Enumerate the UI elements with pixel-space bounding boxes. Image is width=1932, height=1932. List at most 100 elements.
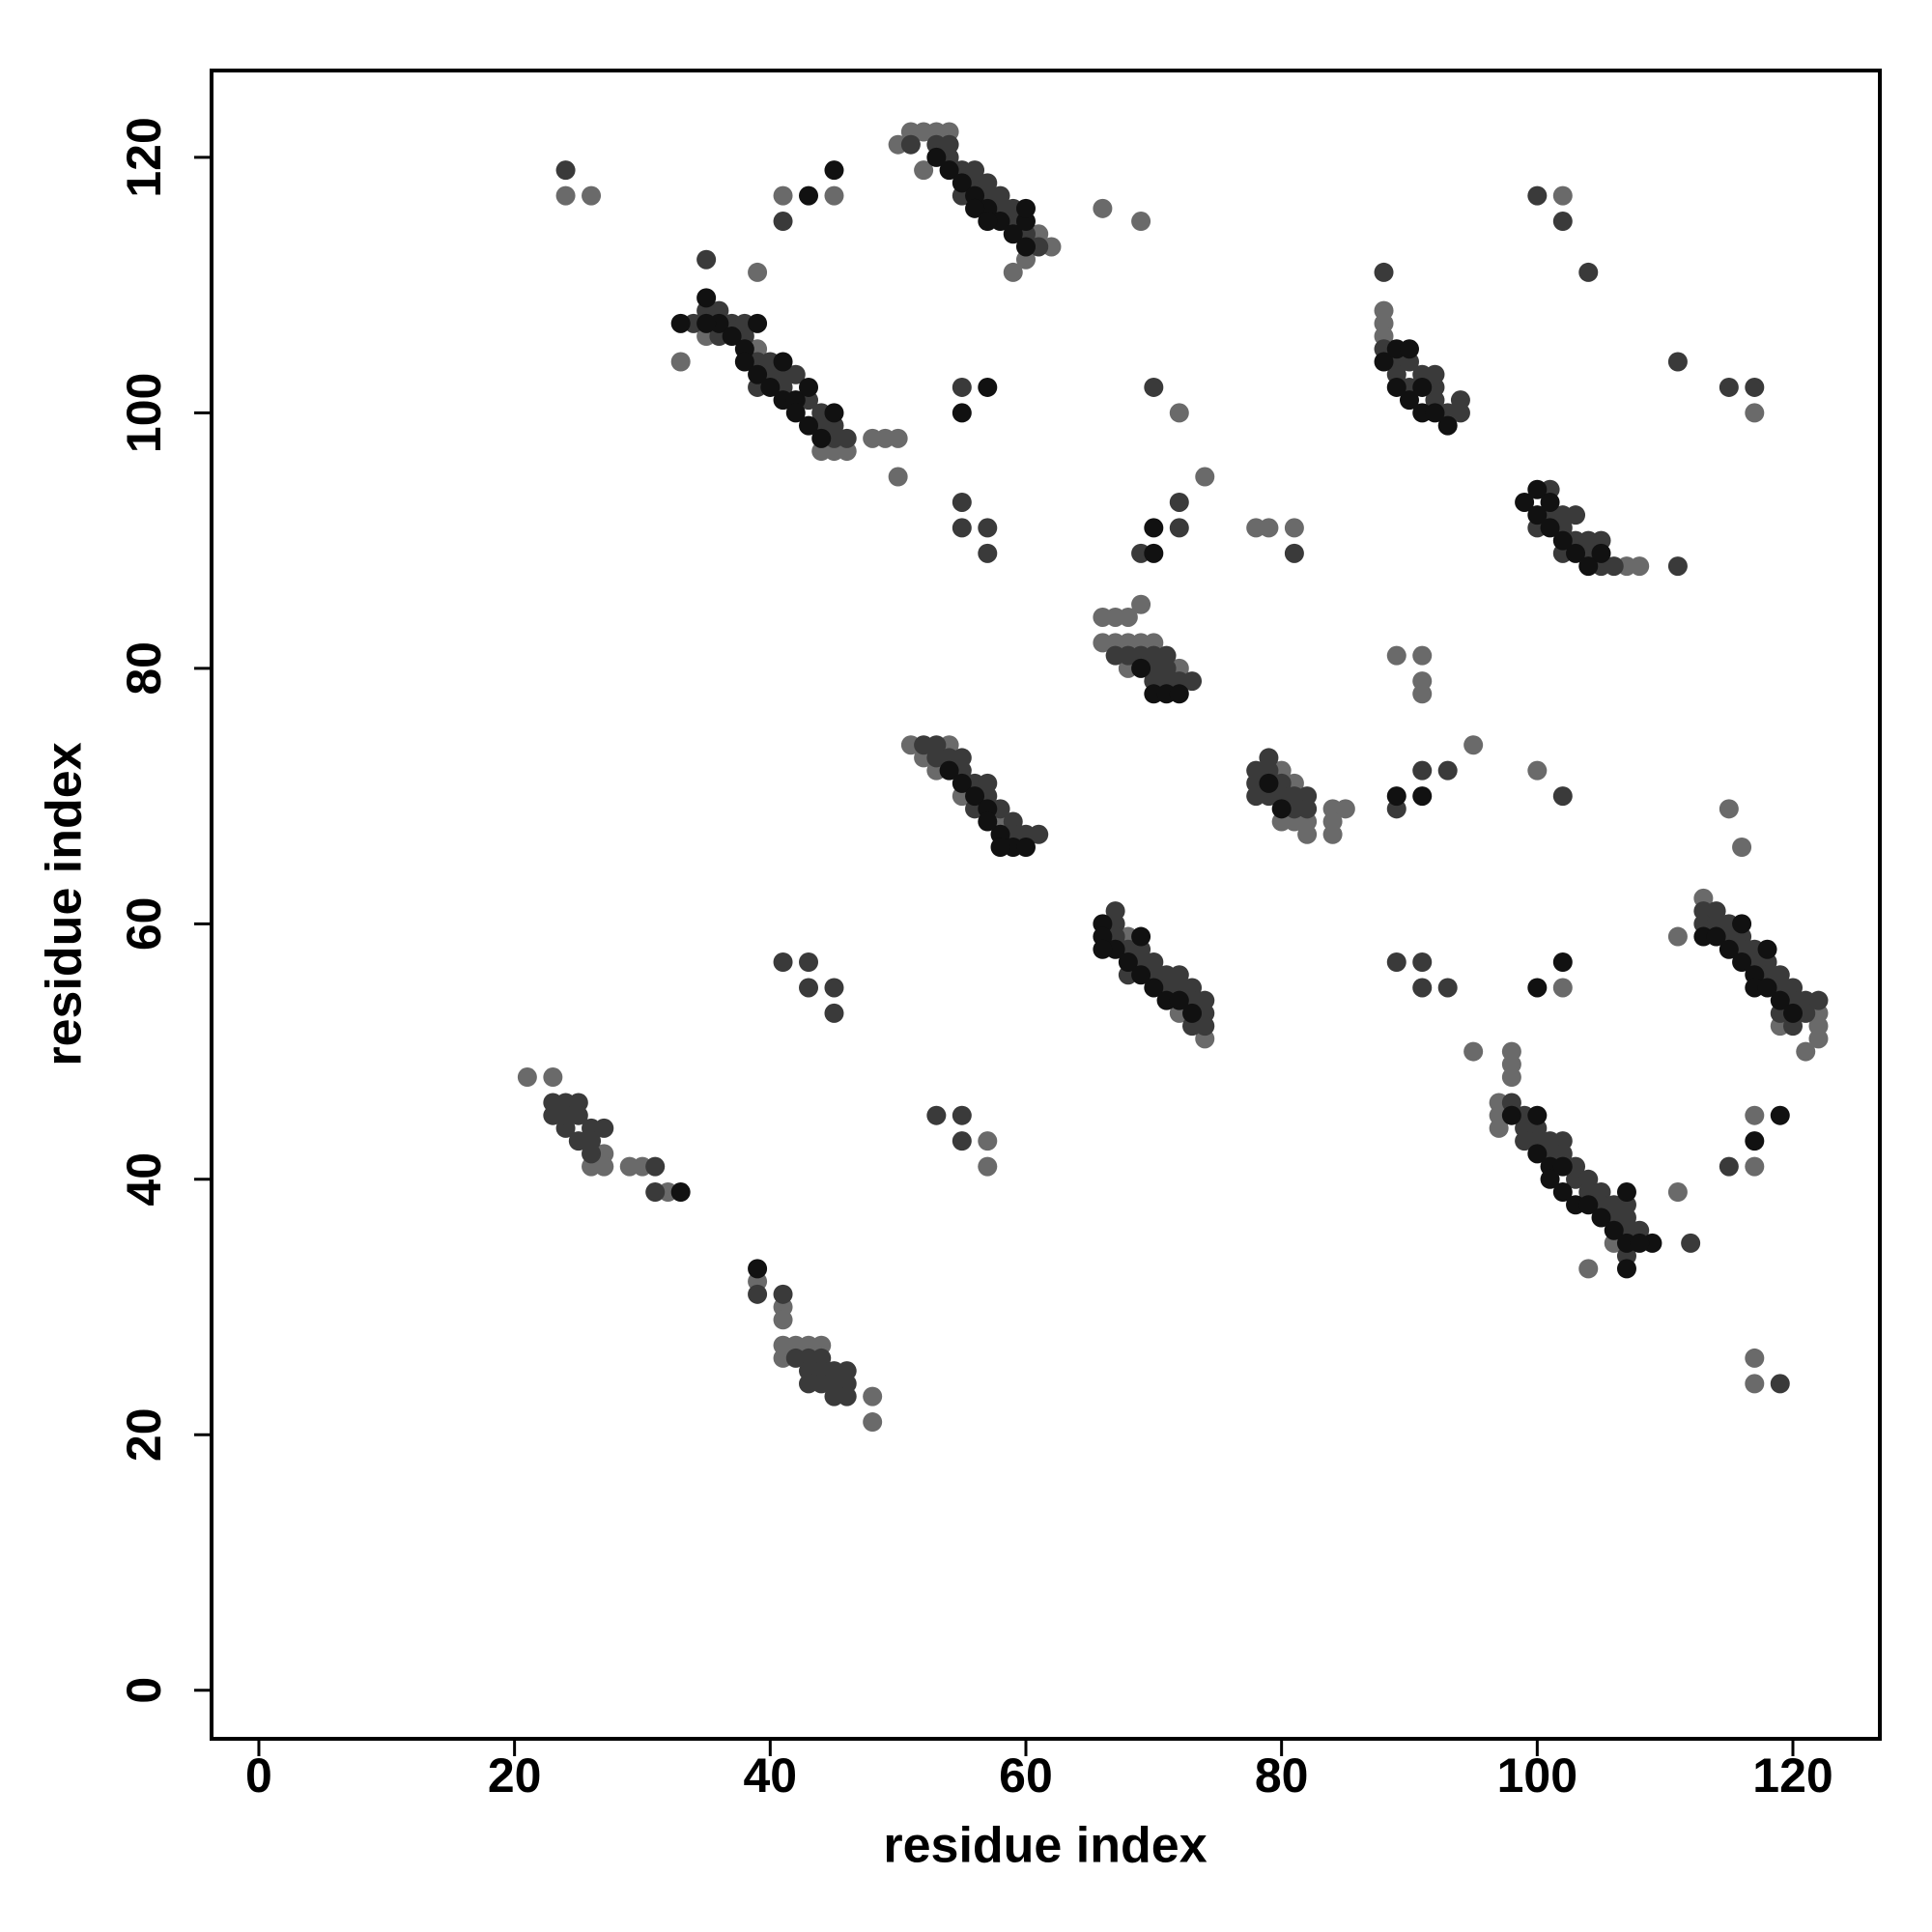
point [1297, 824, 1318, 844]
point [773, 1284, 793, 1304]
point [1527, 1144, 1548, 1164]
point [1335, 799, 1355, 819]
point [1118, 607, 1138, 627]
point [555, 160, 576, 181]
point [1527, 505, 1548, 526]
point [1131, 926, 1151, 947]
point [1322, 824, 1343, 844]
point [1552, 1182, 1573, 1203]
point [863, 1412, 883, 1433]
point [785, 364, 806, 384]
point [1796, 1041, 1816, 1062]
point [1630, 556, 1650, 577]
point [1093, 939, 1113, 959]
point [1552, 786, 1573, 807]
point [799, 978, 819, 998]
point [1015, 837, 1036, 857]
point [1463, 1041, 1484, 1062]
point [1399, 339, 1419, 359]
point [1374, 262, 1394, 282]
point [1169, 492, 1189, 512]
point [799, 377, 819, 397]
point [1745, 1131, 1765, 1151]
point [1169, 990, 1189, 1010]
point [582, 1144, 602, 1164]
point [824, 403, 844, 423]
point [952, 377, 972, 397]
point [1015, 198, 1036, 218]
point [1719, 939, 1739, 959]
point [748, 364, 768, 384]
point [1003, 262, 1023, 282]
point [1425, 364, 1445, 384]
point [1386, 786, 1406, 807]
point [1169, 518, 1189, 538]
point [594, 1156, 614, 1177]
point [1770, 1374, 1790, 1394]
point [594, 1118, 614, 1138]
point [863, 1386, 883, 1406]
point [1412, 645, 1433, 666]
point [1616, 1182, 1636, 1203]
point [1501, 1105, 1521, 1125]
point [1118, 952, 1138, 973]
point [1566, 543, 1586, 563]
point [1437, 760, 1458, 781]
point [1501, 1067, 1521, 1088]
point [773, 952, 793, 973]
point [1719, 1156, 1739, 1177]
point [939, 760, 959, 781]
point [1515, 1131, 1535, 1151]
point [824, 1003, 844, 1023]
point [888, 467, 908, 487]
point [773, 352, 793, 372]
x-axis-title: residue index [883, 1818, 1207, 1874]
point [1463, 735, 1484, 755]
point [1770, 990, 1790, 1010]
point [1745, 377, 1765, 397]
point [1297, 799, 1318, 819]
point [978, 543, 998, 563]
point [978, 518, 998, 538]
point [1552, 212, 1573, 232]
x-tick-label: 100 [1497, 1748, 1577, 1803]
point [837, 1386, 857, 1406]
point [990, 837, 1010, 857]
point [811, 428, 832, 448]
point [1616, 1259, 1636, 1279]
point [760, 377, 781, 397]
point [1284, 518, 1304, 538]
point [696, 313, 717, 333]
point [748, 1284, 768, 1304]
point [1437, 415, 1458, 436]
point [555, 1105, 576, 1125]
series [543, 134, 1829, 1406]
point [1552, 1156, 1573, 1177]
y-tick-label: 20 [117, 1407, 171, 1462]
point [1745, 1348, 1765, 1368]
point [1719, 377, 1739, 397]
point [1770, 1105, 1790, 1125]
point [1489, 1118, 1509, 1138]
point [1745, 1156, 1765, 1177]
x-tick-label: 80 [1255, 1748, 1309, 1803]
point [670, 1182, 691, 1203]
point [1374, 352, 1394, 372]
point [952, 1105, 972, 1125]
point [773, 212, 793, 232]
point [939, 160, 959, 181]
point [1540, 1169, 1560, 1189]
point [1552, 978, 1573, 998]
point [1732, 914, 1752, 934]
point [824, 160, 844, 181]
point [824, 978, 844, 998]
point [1131, 965, 1151, 985]
point [824, 185, 844, 206]
point [978, 1131, 998, 1151]
point [645, 1182, 666, 1203]
point [1808, 990, 1829, 1010]
point [670, 352, 691, 372]
point [952, 173, 972, 193]
point [645, 1156, 666, 1177]
point [1527, 479, 1548, 499]
